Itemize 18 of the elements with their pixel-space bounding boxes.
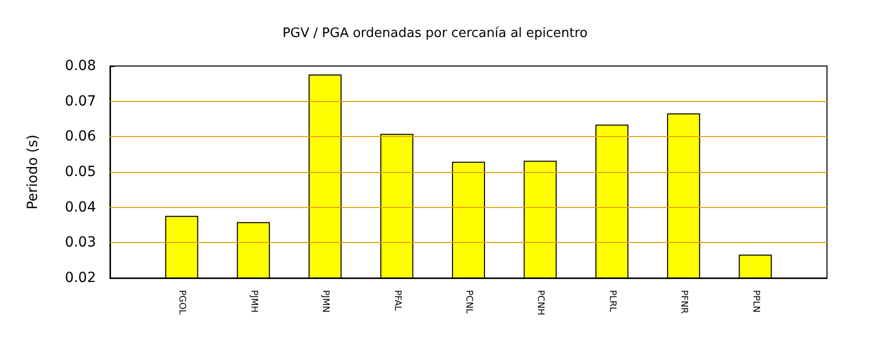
x-tick-label: PFNR: [678, 290, 689, 314]
x-tick-label: PJMH: [248, 290, 258, 313]
x-tick-label: PFAL: [392, 290, 402, 311]
y-tick-label: 0.03: [64, 234, 96, 251]
x-tick-label: PLRL: [606, 290, 617, 312]
x-tick-label: PPLN: [750, 290, 760, 313]
y-tick-label: 0.04: [64, 199, 96, 216]
y-tick-label: 0.05: [64, 164, 96, 180]
y-tick-label: 0.08: [64, 58, 96, 74]
x-tick-label: PCNL: [464, 290, 474, 314]
y-tick-label: 0.06: [64, 128, 96, 145]
x-tick-label: PGOL: [176, 290, 187, 314]
y-tick-label: 0.07: [64, 93, 96, 110]
y-axis-title: Periodo (s): [25, 134, 41, 210]
x-tick-label: PJMN: [320, 290, 330, 313]
x-tick-label: PCNH: [535, 290, 546, 316]
y-tick-label: 0.02: [64, 270, 96, 286]
chart-title: PGV / PGA ordenadas por cercanía al epicentro: [282, 26, 588, 41]
